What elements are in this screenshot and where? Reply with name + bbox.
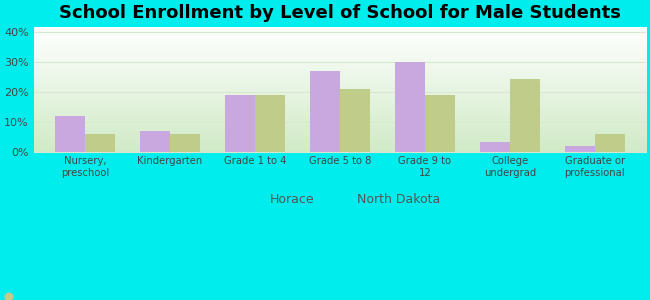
Bar xyxy=(510,79,540,152)
Title: School Enrollment by Level of School for Male Students: School Enrollment by Level of School for… xyxy=(59,4,621,22)
Bar xyxy=(565,146,595,152)
Legend: Horace, North Dakota: Horace, North Dakota xyxy=(235,188,445,211)
Bar xyxy=(425,95,454,152)
Bar xyxy=(480,142,510,152)
Bar xyxy=(84,134,114,152)
Bar xyxy=(395,62,425,152)
Bar xyxy=(170,134,200,152)
Bar xyxy=(310,71,340,152)
Bar xyxy=(595,134,625,152)
Bar xyxy=(225,95,255,152)
Bar xyxy=(255,95,285,152)
Bar xyxy=(340,89,370,152)
Bar xyxy=(55,116,84,152)
Bar xyxy=(140,131,170,152)
